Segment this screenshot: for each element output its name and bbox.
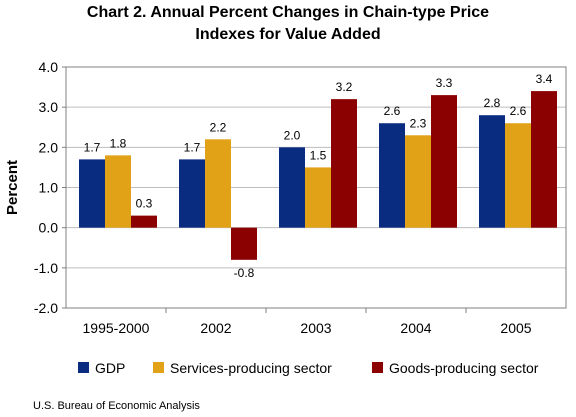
data-label: 2.6	[384, 104, 401, 118]
bar	[505, 123, 531, 228]
legend-swatch	[153, 362, 164, 373]
legend-label: Goods-producing sector	[389, 360, 539, 376]
bar	[105, 155, 131, 228]
bar	[331, 99, 357, 228]
data-label: 2.8	[484, 96, 501, 110]
data-label: 2.3	[410, 116, 427, 130]
bar	[405, 135, 431, 228]
data-label: 2.6	[510, 104, 527, 118]
chart-title-line-1: Chart 2. Annual Percent Changes in Chain…	[86, 4, 490, 21]
x-tick-label: 1995-2000	[83, 320, 150, 336]
bar	[305, 167, 331, 228]
legend-label: Services-producing sector	[170, 360, 332, 376]
y-tick-label: 1.0	[39, 180, 59, 196]
x-tick-label: 2002	[200, 320, 231, 336]
data-label: 1.7	[184, 140, 201, 154]
bar	[205, 139, 231, 228]
bar	[431, 95, 457, 228]
x-tick-label: 2005	[500, 320, 531, 336]
data-label: 3.4	[536, 72, 553, 86]
legend-label: GDP	[95, 360, 125, 376]
bar	[231, 227, 257, 260]
bar	[79, 159, 105, 228]
bar	[279, 147, 305, 228]
bar-chart: 4.0 3.0 2.0 1.0 0.0 -1.0 -2.0 Percent 1995-2000 2…	[4, 59, 567, 376]
bar	[531, 91, 557, 228]
data-label: 2.2	[210, 120, 227, 134]
legend: GDP Services-producing sector Goods-produc…	[78, 360, 539, 376]
y-tick-label: 2.0	[39, 139, 59, 155]
bars	[79, 91, 557, 260]
data-label: 0.3	[136, 197, 153, 211]
data-label: 3.3	[436, 76, 453, 90]
bar	[379, 123, 405, 228]
y-tick-label: -2.0	[34, 300, 58, 316]
data-label: 2.0	[284, 128, 301, 142]
y-axis-label: Percent	[4, 160, 21, 215]
chart-title-line-2: Indexes for Value Added	[195, 26, 381, 43]
x-tick-label: 2003	[300, 320, 331, 336]
bar	[179, 159, 205, 228]
axes: 4.0 3.0 2.0 1.0 0.0 -1.0 -2.0 Percent 1995-2000 2…	[4, 59, 567, 336]
plot-border	[65, 66, 567, 309]
legend-swatch	[372, 362, 383, 373]
legend-swatch	[78, 362, 89, 373]
data-label: 1.7	[84, 140, 101, 154]
data-label: 1.5	[310, 148, 327, 162]
source-note: U.S. Bureau of Economic Analysis	[33, 400, 200, 412]
chart-title: Chart 2. Annual Percent Changes in Chain…	[0, 2, 576, 46]
data-labels: 1.7 1.8 0.3 1.7 2.2 -0.8 2.0 1.5 3.2 2.6 2.3 3.3 2.8…	[84, 72, 553, 280]
data-label: 3.2	[336, 80, 353, 94]
bar	[131, 215, 157, 228]
y-tick-label: -1.0	[34, 260, 58, 276]
data-label: 1.8	[110, 136, 127, 150]
bar	[479, 115, 505, 228]
y-tick-label: 3.0	[39, 99, 59, 115]
data-label: -0.8	[234, 266, 255, 280]
x-tick-label: 2004	[400, 320, 431, 336]
y-tick-label: 0.0	[39, 220, 59, 236]
y-tick-label: 4.0	[39, 59, 59, 75]
